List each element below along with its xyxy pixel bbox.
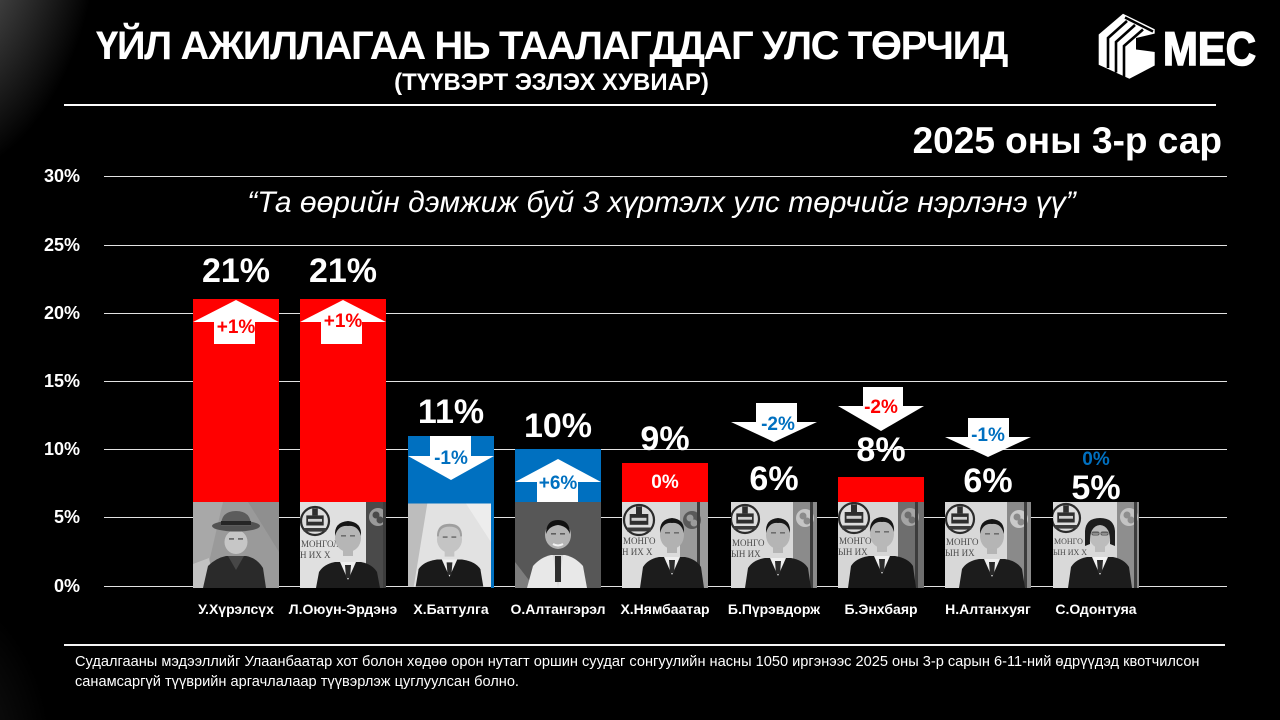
svg-text:МОНГО: МОНГО (732, 538, 765, 548)
svg-text:МОНГОЛ: МОНГОЛ (301, 539, 339, 549)
svg-text:МОНГО: МОНГО (946, 537, 979, 547)
svg-text:МОНГО: МОНГО (623, 536, 656, 546)
svg-text:МОНГО: МОНГО (1054, 537, 1083, 546)
svg-text:MEC: MEC (1163, 22, 1256, 75)
svg-text:ЫН ИХ Х: ЫН ИХ Х (1053, 548, 1087, 557)
svg-text:ЫН ИХ: ЫН ИХ (945, 548, 975, 558)
svg-text:ЫН ИХ: ЫН ИХ (838, 547, 868, 557)
svg-text:ЫН ИХ: ЫН ИХ (731, 549, 761, 559)
svg-text:Н ИХ Х: Н ИХ Х (622, 547, 653, 557)
svg-text:Н ИХ Х: Н ИХ Х (300, 550, 331, 560)
svg-text:МОНГО: МОНГО (839, 536, 872, 546)
